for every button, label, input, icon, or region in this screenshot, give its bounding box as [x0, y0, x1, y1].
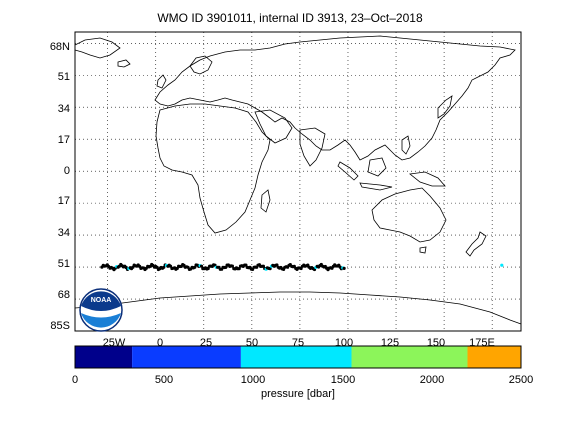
coast-sumatra	[337, 161, 359, 181]
coast-japan	[437, 95, 453, 119]
colorbar-tick-label: 500	[155, 374, 173, 386]
coast-new-zealand	[465, 231, 487, 257]
colorbar-band	[75, 346, 133, 368]
coast-india	[299, 127, 326, 167]
lat-label: 51	[58, 258, 70, 270]
coast-arabia	[254, 109, 293, 144]
noaa-logo-text: NOAA	[91, 297, 112, 304]
lat-label: 68	[58, 289, 70, 301]
map-panel: 68N 51 34 17 0 17 34 51 68 85S 25W 0 25 …	[50, 31, 522, 349]
float-trajectory	[100, 262, 504, 272]
colorbar-tick-label: 1000	[241, 374, 265, 386]
colorbar-frame	[74, 345, 522, 369]
coast-australia	[371, 187, 447, 243]
lat-label: 34	[58, 103, 70, 115]
colorbar: 0 500 1000 1500 2000 2500 pressure [dbar…	[72, 345, 533, 400]
lat-label: 17	[58, 134, 70, 146]
colorbar-tick-label: 1500	[331, 374, 355, 386]
noaa-logo: NOAA	[79, 288, 123, 332]
colorbar-band	[132, 346, 241, 368]
coastlines	[74, 35, 522, 325]
lat-label: 68N	[50, 41, 70, 53]
colorbar-bands	[75, 346, 521, 368]
track-point	[500, 263, 504, 267]
colorbar-tick-label: 2500	[509, 374, 533, 386]
colorbar-tick-label: 0	[72, 374, 78, 386]
track-point	[230, 264, 234, 268]
noaa-logo-sky	[81, 291, 121, 311]
colorbar-label: pressure [dbar]	[261, 388, 335, 400]
coast-greenland	[74, 37, 121, 59]
coast-antarctica	[74, 291, 522, 325]
track-point	[224, 265, 228, 269]
lon-label: 0	[157, 337, 163, 349]
colorbar-band	[467, 346, 521, 368]
figure-title: WMO ID 3901011, internal ID 3913, 23–Oct…	[157, 11, 423, 25]
track-point	[268, 267, 272, 271]
lat-label: 0	[64, 165, 70, 177]
coast-britain	[156, 74, 167, 89]
track-point	[199, 264, 204, 268]
lat-labels: 68N 51 34 17 0 17 34 51 68 85S	[50, 41, 70, 332]
track-point	[206, 266, 210, 271]
coast-iceland	[117, 59, 131, 68]
coast-madagascar	[260, 189, 271, 213]
lat-label: 51	[58, 71, 70, 83]
coast-scandinavia	[189, 55, 213, 75]
track-point	[237, 267, 241, 271]
track-point	[342, 266, 346, 270]
colorbar-ticks: 0 500 1000 1500 2000 2500	[72, 374, 533, 386]
track-point	[168, 264, 173, 268]
lat-label: 85S	[50, 320, 70, 332]
coast-new-guinea	[409, 171, 446, 187]
colorbar-band	[351, 346, 468, 368]
lat-label: 34	[58, 227, 70, 239]
coast-philippines	[401, 135, 411, 155]
coast-eurasia	[154, 35, 516, 161]
coast-africa	[155, 103, 271, 234]
colorbar-band	[240, 346, 352, 368]
lat-label: 17	[58, 195, 70, 207]
map-frame	[74, 31, 522, 332]
noaa-logo-sea	[81, 313, 121, 328]
coast-borneo	[367, 157, 387, 177]
track-point	[162, 265, 166, 269]
colorbar-tick-label: 2000	[420, 374, 444, 386]
coast-java	[359, 182, 393, 191]
coast-tasmania	[419, 246, 427, 254]
